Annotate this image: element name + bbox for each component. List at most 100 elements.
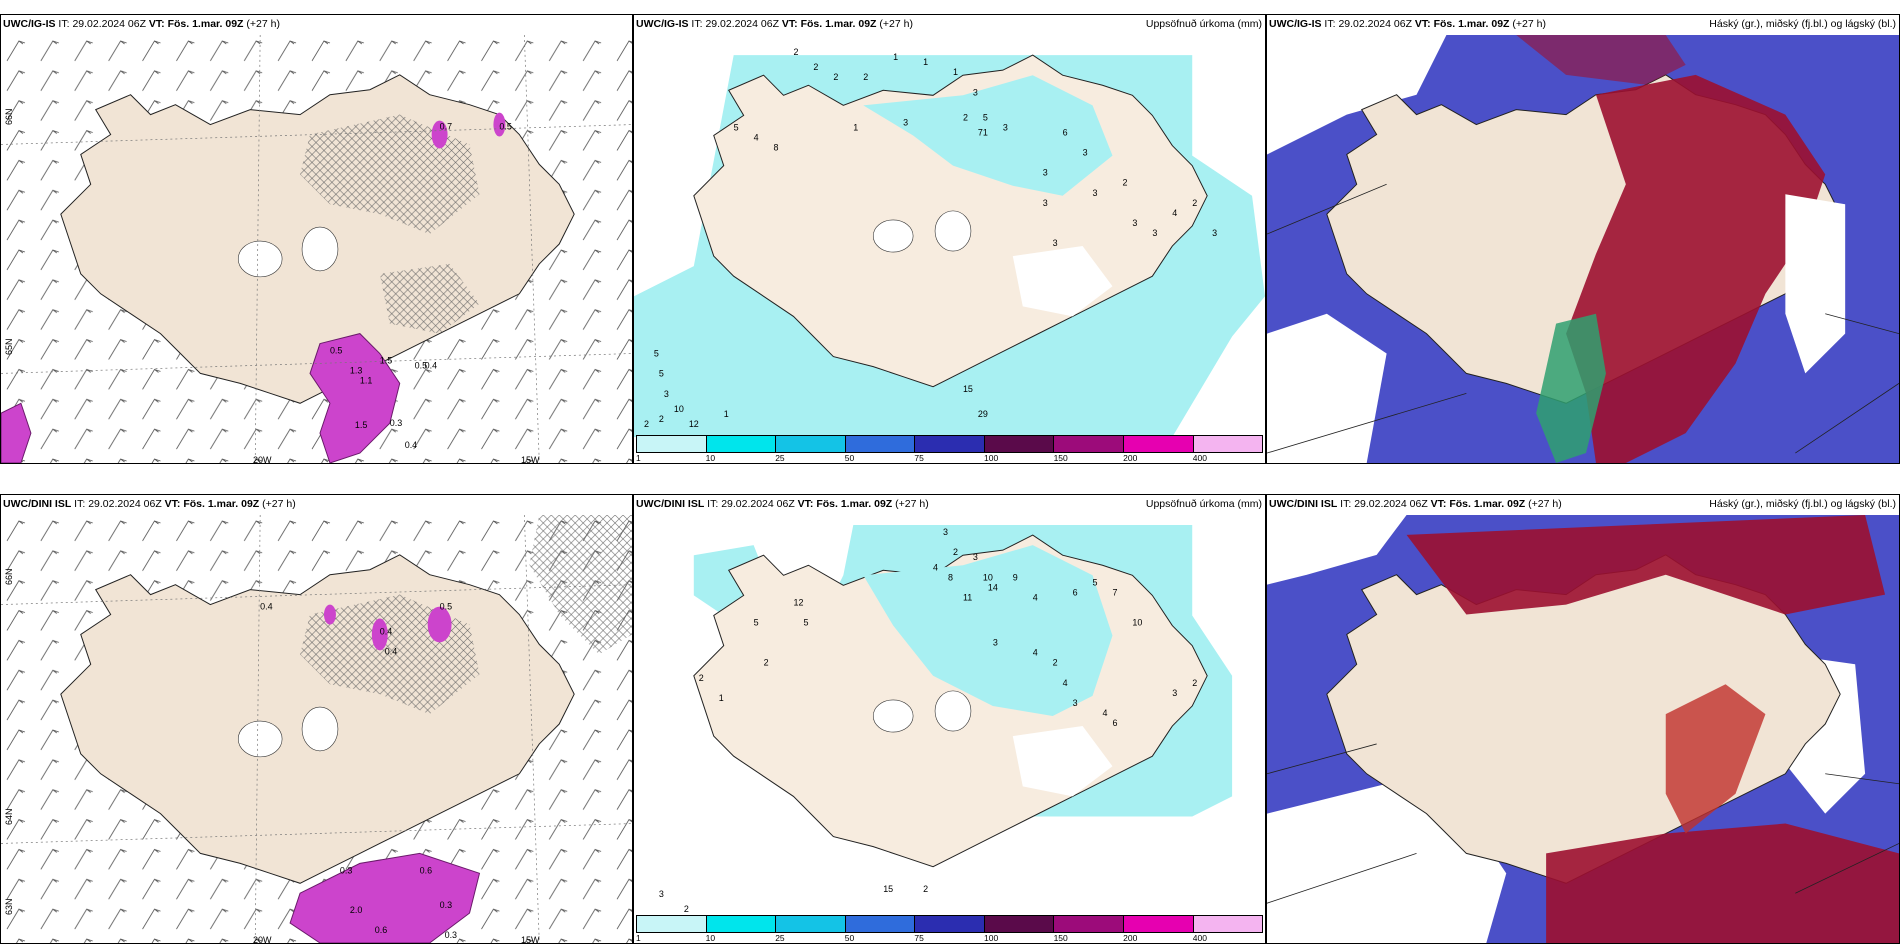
- svg-text:3: 3: [1132, 218, 1137, 228]
- svg-text:2: 2: [1192, 198, 1197, 208]
- svg-text:4: 4: [1103, 708, 1108, 718]
- panel-header: UWC/IG-IS IT: 29.02.2024 06Z VT: Fös. 1.…: [3, 18, 280, 30]
- svg-text:5: 5: [754, 618, 759, 628]
- precip-map: 3 2 3 4 8 11 10 14 9 4 6 5 7 10 12 5 5 3…: [634, 515, 1265, 917]
- cloud-map-svg: [1267, 35, 1899, 463]
- svg-text:3: 3: [1003, 122, 1008, 132]
- snow-precip-area: [309, 333, 401, 463]
- wind-map: 0.5 0.4 0.4 0.6 2.0 0.6 0.3 0.3 0.3 0.4: [1, 515, 632, 943]
- lat-label: 64N: [4, 808, 14, 825]
- svg-text:14: 14: [988, 582, 998, 592]
- svg-text:2: 2: [1053, 658, 1058, 668]
- svg-text:0.5: 0.5: [415, 360, 427, 370]
- wind-map-panel-bottom: UWC/DINI ISL IT: 29.02.2024 06Z VT: Fös.…: [0, 494, 633, 944]
- svg-text:1: 1: [923, 57, 928, 67]
- snow-precip-area-2: [1, 402, 32, 463]
- svg-text:11: 11: [963, 592, 972, 602]
- cloud-title: Háský (gr.), miðský (fj.bl.) og lágský (…: [1709, 498, 1896, 510]
- cloud-map: [1267, 515, 1899, 943]
- svg-text:0.6: 0.6: [420, 865, 432, 875]
- svg-text:4: 4: [1033, 648, 1038, 658]
- wind-map: 0.5 0.7 1.3 1.1 1.5 0.3 0.4 0.5 1.5 0.5 …: [1, 35, 632, 463]
- cloud-title: Háský (gr.), miðský (fj.bl.) og lágský (…: [1709, 18, 1896, 30]
- svg-text:1: 1: [724, 409, 729, 419]
- svg-text:3: 3: [1053, 238, 1058, 248]
- svg-text:5: 5: [654, 349, 659, 359]
- svg-text:0.4: 0.4: [385, 646, 397, 656]
- svg-text:0.4: 0.4: [260, 602, 272, 612]
- svg-text:1.5: 1.5: [355, 420, 367, 430]
- svg-text:4: 4: [1172, 208, 1177, 218]
- svg-text:3: 3: [1043, 168, 1048, 178]
- precip-map-svg: 3 2 3 4 8 11 10 14 9 4 6 5 7 10 12 5 5 3…: [659, 525, 1233, 914]
- svg-text:5: 5: [983, 112, 988, 122]
- precip-map-svg: 2 2 2 1 2 1 1 3 1 5 4 8 1 3 2 5 7 3 6 3 …: [634, 47, 1265, 437]
- svg-text:2: 2: [863, 72, 868, 82]
- svg-text:8: 8: [774, 143, 779, 153]
- svg-text:1: 1: [953, 67, 958, 77]
- snow-hatch-area: [529, 515, 632, 655]
- precip-colorbar: [636, 435, 1263, 453]
- cloud-map-panel-top: UWC/IG-IS IT: 29.02.2024 06Z VT: Fös. 1.…: [1266, 14, 1900, 464]
- panel-header: UWC/IG-IS IT: 29.02.2024 06Z VT: Fös. 1.…: [636, 18, 913, 30]
- snow-precip-area: [289, 852, 481, 943]
- precip-title: Uppsöfnuð úrkoma (mm): [1145, 18, 1262, 30]
- svg-text:3: 3: [1212, 228, 1217, 238]
- svg-text:10: 10: [983, 572, 993, 582]
- svg-text:0.5: 0.5: [330, 346, 342, 356]
- svg-text:2: 2: [953, 547, 958, 557]
- svg-text:1: 1: [719, 693, 724, 703]
- svg-text:7: 7: [1112, 587, 1117, 597]
- svg-text:3: 3: [1083, 148, 1088, 158]
- svg-text:3: 3: [903, 117, 908, 127]
- svg-text:2: 2: [659, 414, 664, 424]
- svg-text:0.4: 0.4: [380, 626, 392, 636]
- lon-label: 15W: [521, 455, 540, 464]
- lat-label: 66N: [4, 568, 14, 585]
- svg-text:0.5: 0.5: [499, 122, 511, 132]
- wind-map-svg: 0.5 0.4 0.4 0.6 2.0 0.6 0.3 0.3 0.3 0.4: [1, 515, 632, 943]
- precip-map-panel-top: UWC/IG-IS IT: 29.02.2024 06Z VT: Fös. 1.…: [633, 14, 1266, 464]
- svg-text:3: 3: [664, 389, 669, 399]
- svg-text:5: 5: [659, 369, 664, 379]
- cloud-map-panel-bottom: UWC/DINI ISL IT: 29.02.2024 06Z VT: Fös.…: [1266, 494, 1900, 944]
- svg-text:3: 3: [973, 87, 978, 97]
- lat-label: 66N: [4, 108, 14, 125]
- svg-text:0.3: 0.3: [440, 900, 452, 910]
- svg-text:2: 2: [833, 72, 838, 82]
- svg-text:0.4: 0.4: [425, 360, 437, 370]
- precip-colorbar: [636, 915, 1263, 933]
- svg-text:5: 5: [1093, 577, 1098, 587]
- svg-text:4: 4: [1063, 678, 1068, 688]
- svg-text:5: 5: [803, 618, 808, 628]
- precip-title: Uppsöfnuð úrkoma (mm): [1145, 498, 1262, 510]
- svg-text:1.1: 1.1: [360, 375, 372, 385]
- svg-text:8: 8: [948, 572, 953, 582]
- svg-text:0.5: 0.5: [440, 602, 452, 612]
- svg-text:2: 2: [684, 904, 689, 914]
- lat-label: 65N: [4, 338, 14, 355]
- lon-label: 15W: [521, 935, 540, 944]
- svg-text:0.3: 0.3: [445, 930, 457, 940]
- precip-map: 2 2 2 1 2 1 1 3 1 5 4 8 1 3 2 5 7 3 6 3 …: [634, 35, 1265, 437]
- cloud-map-svg: [1267, 515, 1899, 943]
- svg-text:3: 3: [943, 527, 948, 537]
- svg-text:2: 2: [644, 419, 649, 429]
- svg-text:5: 5: [734, 122, 739, 132]
- wind-map-panel-top: UWC/IG-IS IT: 29.02.2024 06Z VT: Fös. 1.…: [0, 14, 633, 464]
- svg-text:4: 4: [933, 562, 938, 572]
- colorbar-ticks: 1 10 25 50 75 100 150 200 400: [636, 933, 1207, 943]
- svg-text:6: 6: [1063, 127, 1068, 137]
- svg-text:15: 15: [883, 884, 893, 894]
- svg-text:3: 3: [993, 638, 998, 648]
- precip-map-panel-bottom: UWC/DINI ISL IT: 29.02.2024 06Z VT: Fös.…: [633, 494, 1266, 944]
- svg-text:0.3: 0.3: [390, 418, 402, 428]
- svg-text:3: 3: [973, 552, 978, 562]
- panel-header: UWC/IG-IS IT: 29.02.2024 06Z VT: Fös. 1.…: [1269, 18, 1546, 30]
- colorbar-ticks: 1 10 25 50 75 100 150 200 400: [636, 453, 1207, 463]
- svg-text:3: 3: [1043, 198, 1048, 208]
- svg-text:3: 3: [1093, 188, 1098, 198]
- svg-text:7: 7: [978, 127, 983, 137]
- snow-hatch-area-2: [379, 263, 480, 334]
- svg-text:1: 1: [893, 52, 898, 62]
